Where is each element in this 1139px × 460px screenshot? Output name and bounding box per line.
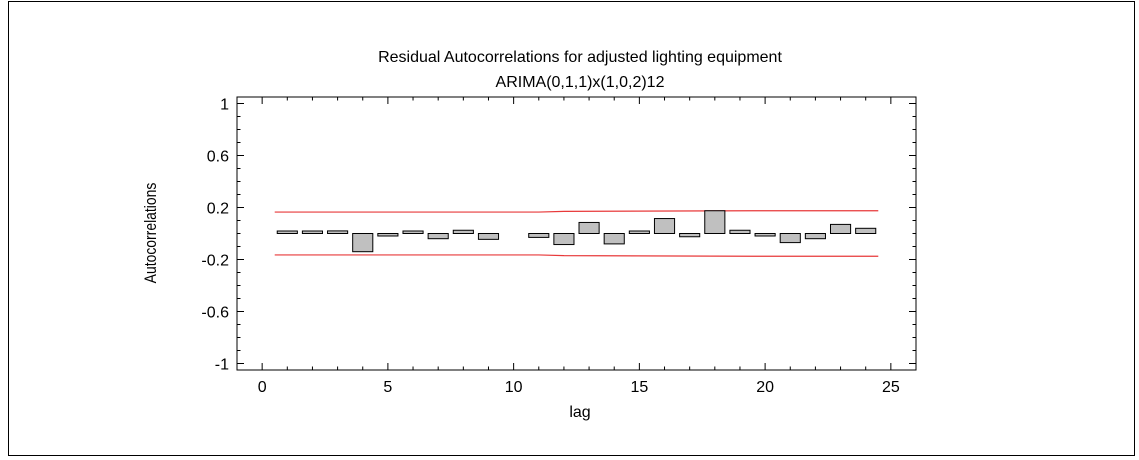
upper-limit-line xyxy=(274,210,879,213)
autocorrelation-bar xyxy=(829,223,852,234)
autocorrelation-bar xyxy=(327,230,349,234)
y-axis-label: Autocorrelations xyxy=(142,182,161,283)
autocorrelation-bar xyxy=(855,227,877,235)
x-tick-label: 5 xyxy=(383,379,392,396)
x-tick-label: 10 xyxy=(505,379,523,396)
y-tick-label: -1 xyxy=(215,357,229,374)
x-axis-label: lag xyxy=(569,404,590,421)
autocorrelation-bar xyxy=(628,230,650,234)
autocorrelation-bar xyxy=(578,221,600,234)
autocorrelation-bar xyxy=(553,233,575,246)
autocorrelation-bars xyxy=(276,210,877,253)
autocorrelation-bar xyxy=(528,233,550,238)
autocorrelation-bar xyxy=(754,233,776,237)
autocorrelation-bar xyxy=(301,230,324,234)
chart-title: Residual Autocorrelations for adjusted l… xyxy=(378,49,782,66)
autocorrelation-bar xyxy=(377,233,399,237)
y-tick-label: -0.6 xyxy=(201,305,229,322)
y-tick-label: 0.6 xyxy=(207,149,229,166)
y-tick-label: 0.2 xyxy=(207,201,229,218)
autocorrelation-bar xyxy=(452,229,474,234)
autocorrelation-bar xyxy=(679,233,701,238)
autocorrelation-bar xyxy=(477,233,500,240)
autocorrelation-bar xyxy=(779,233,801,244)
y-tick-label: 1 xyxy=(220,97,229,114)
autocorrelation-bar xyxy=(402,230,424,234)
x-tick-label: 15 xyxy=(630,379,648,396)
chart-frame xyxy=(8,1,1135,456)
autocorrelation-bar xyxy=(653,218,676,235)
autocorrelation-bar xyxy=(729,229,751,234)
confidence-limits xyxy=(274,210,879,257)
x-tick-label: 0 xyxy=(258,379,267,396)
autocorrelation-bar xyxy=(352,233,374,253)
autocorrelation-bar xyxy=(276,230,298,234)
x-tick-label: 20 xyxy=(756,379,774,396)
autocorrelation-bar xyxy=(704,210,726,234)
x-tick-label: 25 xyxy=(882,379,900,396)
chart-subtitle: ARIMA(0,1,1)x(1,0,2)12 xyxy=(496,74,665,91)
autocorrelation-bar xyxy=(804,233,826,240)
autocorrelation-bar xyxy=(427,233,449,240)
y-tick-label: -0.2 xyxy=(201,253,229,270)
lower-limit-line xyxy=(274,254,879,257)
axis-ticks: 0 5 10 15 20 25 1 0.6 0.2 -0.2 -0.6 -1 xyxy=(201,97,916,396)
autocorrelation-bar xyxy=(603,233,625,245)
